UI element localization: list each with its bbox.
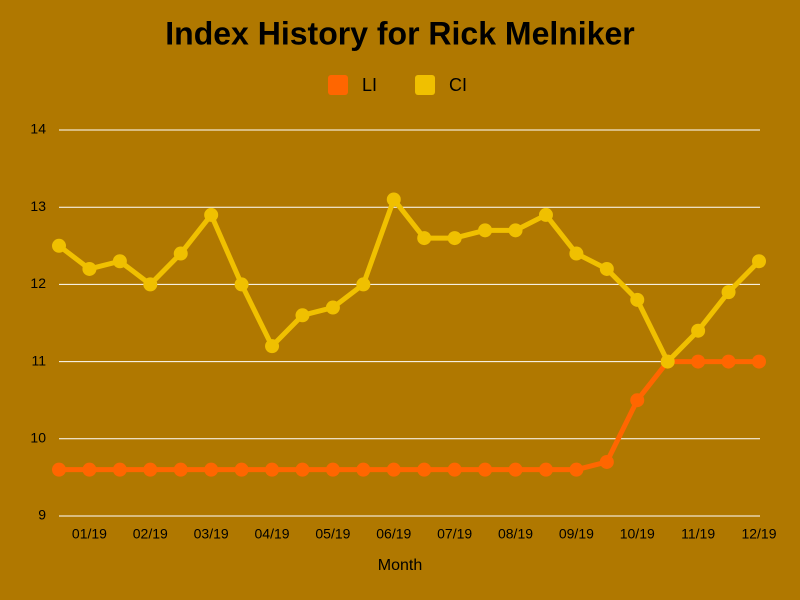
data-point <box>325 300 340 315</box>
data-point <box>52 238 66 253</box>
data-point <box>356 277 371 292</box>
data-point <box>386 462 401 477</box>
legend-label: LI <box>362 75 377 95</box>
data-point <box>478 223 493 238</box>
series-line <box>57 196 761 365</box>
data-point <box>599 261 614 276</box>
x-tick-label: 08/19 <box>498 526 533 542</box>
y-tick-label: 13 <box>30 198 46 214</box>
data-point <box>752 254 766 269</box>
x-tick-label: 07/19 <box>437 526 472 542</box>
data-point <box>234 277 249 292</box>
data-point <box>82 462 97 477</box>
data-point <box>569 462 584 477</box>
data-point <box>52 462 66 477</box>
data-point <box>143 462 158 477</box>
x-tick-label: 09/19 <box>559 526 594 542</box>
data-point <box>630 393 645 408</box>
data-point <box>691 323 706 338</box>
data-point <box>204 207 219 222</box>
data-point <box>508 223 523 238</box>
chart-title: Index History for Rick Melniker <box>165 15 634 51</box>
data-point <box>538 462 553 477</box>
data-point <box>417 231 432 246</box>
data-point <box>447 462 462 477</box>
x-tick-label: 05/19 <box>315 526 350 542</box>
legend-swatch <box>328 75 348 95</box>
x-tick-label: 10/19 <box>620 526 655 542</box>
data-point <box>386 192 401 207</box>
data-point <box>417 462 432 477</box>
y-tick-label: 14 <box>30 121 46 137</box>
data-point <box>143 277 158 292</box>
legend-label: CI <box>449 75 467 95</box>
x-tick-label: 12/19 <box>741 526 776 542</box>
legend-swatch <box>415 75 436 95</box>
x-tick-label: 04/19 <box>255 526 290 542</box>
data-point <box>721 285 736 300</box>
x-tick-label: 01/19 <box>72 526 107 542</box>
data-point <box>569 246 584 261</box>
data-point <box>295 308 310 323</box>
data-point <box>173 246 188 261</box>
y-tick-label: 11 <box>31 352 46 368</box>
x-tick-label: 03/19 <box>194 526 229 542</box>
data-point <box>295 462 310 477</box>
data-point <box>234 462 249 477</box>
data-point <box>265 462 280 477</box>
data-point <box>630 292 645 307</box>
data-point <box>204 462 219 477</box>
data-point <box>478 462 493 477</box>
y-tick-label: 10 <box>30 430 46 446</box>
data-point <box>599 454 614 469</box>
data-point <box>447 231 462 246</box>
data-point <box>112 254 127 269</box>
data-point <box>721 354 736 369</box>
data-point <box>660 354 675 369</box>
data-point <box>325 462 340 477</box>
data-point <box>265 339 280 354</box>
x-axis-label: Month <box>378 557 422 574</box>
data-point <box>752 354 766 369</box>
x-tick-label: 02/19 <box>133 526 168 542</box>
data-point <box>538 207 553 222</box>
x-tick-label: 11/19 <box>681 526 715 542</box>
data-point <box>356 462 371 477</box>
data-point <box>82 261 97 276</box>
x-tick-label: 06/19 <box>376 526 411 542</box>
data-point <box>691 354 706 369</box>
data-point <box>173 462 188 477</box>
y-tick-label: 12 <box>30 275 46 291</box>
legend: LI CI <box>328 75 467 95</box>
data-point <box>508 462 523 477</box>
y-tick-label: 9 <box>38 507 46 523</box>
data-point <box>112 462 127 477</box>
